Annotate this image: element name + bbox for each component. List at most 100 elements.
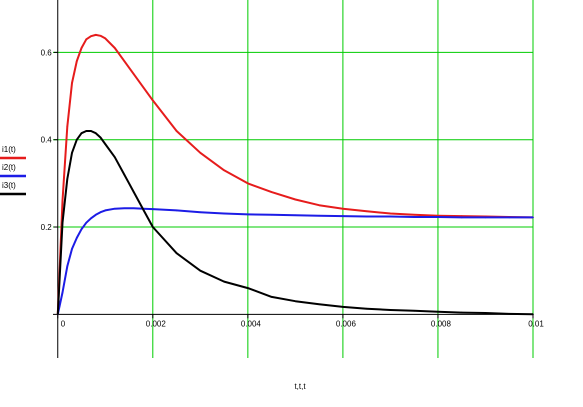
data-point <box>342 215 344 217</box>
legend-label: i2(t) <box>2 163 16 172</box>
data-point <box>80 132 83 134</box>
data-point <box>247 182 249 185</box>
data-point <box>294 214 297 217</box>
data-point <box>94 34 97 36</box>
data-point <box>437 310 439 313</box>
axes <box>53 0 534 358</box>
data-point <box>437 216 439 218</box>
data-point <box>270 214 273 216</box>
data-point <box>223 169 225 172</box>
data-point <box>61 291 64 294</box>
data-point <box>104 37 107 40</box>
series-line-i2t <box>56 207 533 315</box>
data-point <box>294 198 297 201</box>
data-point <box>318 214 320 217</box>
data-point <box>75 138 78 141</box>
x-axis-label: t,t,t <box>294 382 306 391</box>
data-point <box>85 130 88 132</box>
data-point <box>66 125 69 128</box>
tick-labels: 0 0.002 0.004 0.006 0.008 0.01 0.2 0.4 0.6 <box>41 48 545 328</box>
data-point <box>99 211 102 213</box>
data-point <box>460 216 463 219</box>
data-point <box>56 313 59 316</box>
data-point <box>365 307 368 310</box>
data-point <box>99 35 102 37</box>
data-point <box>104 143 107 145</box>
y-tick-label: 0.4 <box>41 136 53 145</box>
data-point <box>318 303 320 306</box>
data-point <box>152 226 154 228</box>
data-point <box>80 47 83 49</box>
data-point <box>247 287 249 289</box>
series-line-i1t <box>56 33 534 315</box>
data-point <box>175 252 178 255</box>
data-point <box>508 216 511 219</box>
data-point <box>413 310 415 312</box>
data-point <box>223 212 225 215</box>
data-point <box>132 73 135 76</box>
data-point <box>270 296 273 298</box>
data-point <box>94 132 97 134</box>
data-point <box>71 152 73 154</box>
data-point <box>71 248 73 250</box>
data-point <box>365 215 368 218</box>
data-point <box>90 217 92 220</box>
data-point <box>113 156 116 158</box>
data-point <box>123 173 126 176</box>
grid-lines <box>53 0 534 358</box>
series-line-i3t <box>56 130 534 316</box>
data-point <box>532 216 534 219</box>
data-point <box>342 207 344 210</box>
data-point <box>152 99 154 102</box>
legend-label: i3(t) <box>2 181 16 190</box>
x-tick-label: 0.008 <box>431 319 452 328</box>
data-point <box>294 300 297 303</box>
data-point <box>113 207 116 210</box>
x-tick-label: 0.002 <box>146 319 167 328</box>
data-point <box>199 152 202 154</box>
data-point <box>113 47 116 49</box>
x-tick-label: 0.004 <box>241 319 262 328</box>
series-lines <box>56 33 534 316</box>
y-tick-label: 0.2 <box>41 223 53 232</box>
data-point <box>80 228 83 231</box>
x-tick-label: 0.01 <box>528 319 544 328</box>
data-point <box>99 136 102 139</box>
data-point <box>318 204 320 206</box>
data-point <box>71 82 73 84</box>
data-point <box>142 86 145 89</box>
data-point <box>75 237 78 239</box>
data-point <box>484 216 487 219</box>
legend: i1(t) i2(t) i3(t) <box>0 145 26 196</box>
data-point <box>90 35 92 38</box>
legend-label: i1(t) <box>2 145 16 154</box>
data-point <box>61 200 64 202</box>
data-point <box>61 221 64 224</box>
data-point <box>270 191 273 193</box>
data-point <box>199 211 202 213</box>
data-point <box>532 313 534 316</box>
data-point <box>123 60 126 62</box>
data-point <box>484 312 487 314</box>
data-point <box>389 212 392 215</box>
data-point <box>460 311 463 314</box>
data-point <box>75 60 78 62</box>
data-point <box>90 130 92 132</box>
data-point <box>132 191 135 193</box>
x-tick-label: 0.006 <box>336 319 357 328</box>
data-point <box>66 178 69 180</box>
data-point <box>413 214 415 216</box>
data-point <box>132 207 135 210</box>
data-point <box>94 214 97 216</box>
data-point <box>85 221 88 224</box>
data-point <box>508 313 511 315</box>
data-point <box>389 215 392 218</box>
data-point <box>199 269 202 272</box>
data-point <box>66 265 69 268</box>
data-point <box>152 208 154 210</box>
data-point <box>123 207 126 210</box>
data-point <box>389 309 392 311</box>
x-tick-label: 0 <box>61 319 66 328</box>
data-point <box>175 130 178 132</box>
